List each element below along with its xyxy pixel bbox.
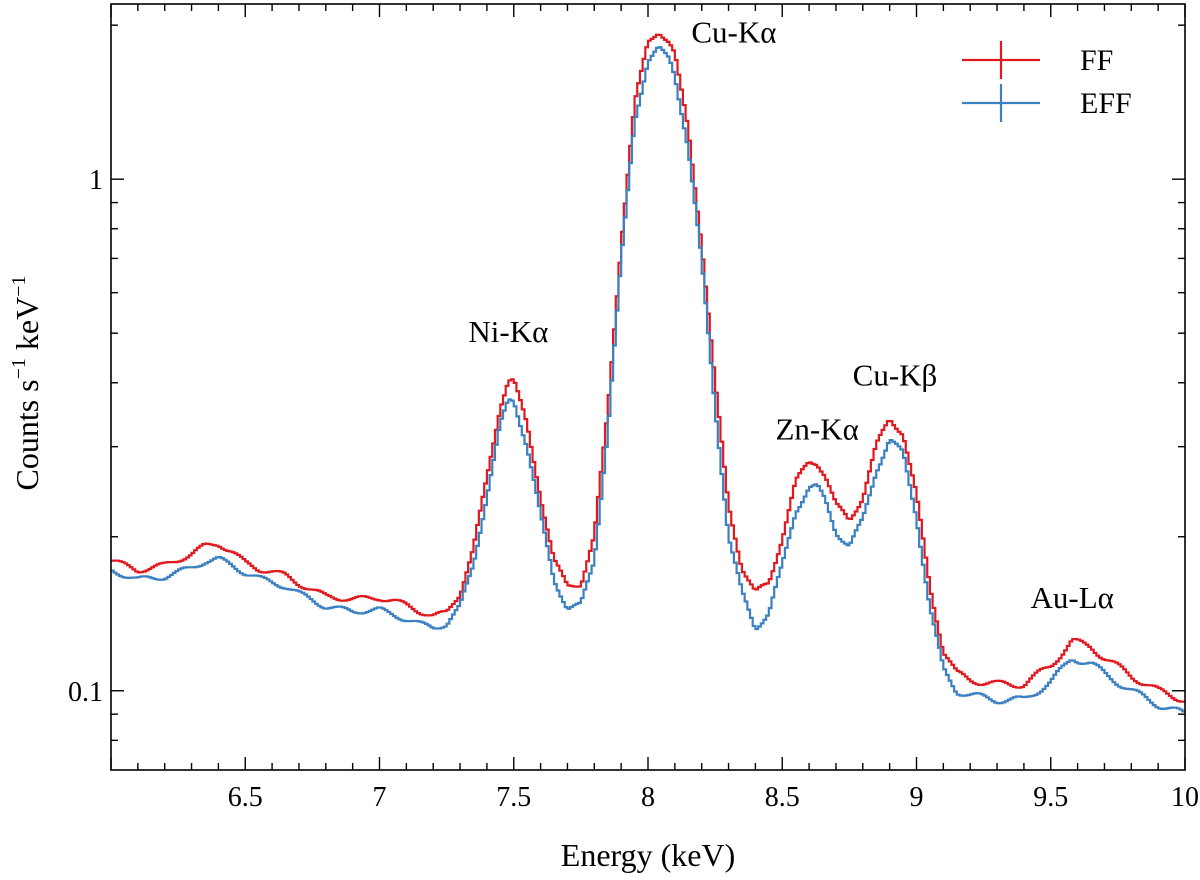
x-tick-label: 6.5: [228, 782, 263, 813]
legend-label-ff: FF: [1080, 44, 1113, 77]
x-tick-label: 8.5: [765, 782, 800, 813]
x-tick-label: 8: [641, 782, 655, 813]
legend-label-eff: EFF: [1080, 87, 1132, 120]
series-layer: [111, 33, 1185, 713]
y-axis-label-exp2: −1: [8, 275, 30, 296]
y-tick-label: 1: [89, 165, 103, 196]
x-axis-label: Energy (keV): [561, 837, 735, 873]
annotation-layer: Cu-Kα Ni-Kα Zn-Kα Cu-Kβ Au-Lα: [468, 14, 1114, 615]
x-tick-label: 9: [910, 782, 924, 813]
y-tick-label: 0.1: [68, 677, 103, 708]
series-line-eff: [111, 46, 1185, 713]
y-axis-label-mid: keV: [9, 297, 45, 358]
plot-frame: [110, 3, 1186, 771]
line-label: Au-Lα: [1031, 580, 1114, 615]
legend: FF EFF: [962, 41, 1132, 122]
line-label: Cu-Kβ: [853, 358, 938, 393]
y-axis-label-exp1: −1: [8, 358, 30, 379]
line-label: Ni-Kα: [468, 314, 548, 349]
tick-layer: 6.5 7 7.5 8 8.5 9 9.5 10 0.1 1: [68, 4, 1199, 813]
x-tick-label: 7.5: [496, 782, 531, 813]
series-line-ff: [111, 33, 1185, 703]
x-tick-label: 7: [373, 782, 387, 813]
y-axis-label-main: Counts s: [9, 379, 45, 490]
line-label: Cu-Kα: [691, 14, 776, 49]
x-tick-label: 10: [1171, 782, 1199, 813]
line-label: Zn-Kα: [775, 411, 858, 446]
x-tick-label: 9.5: [1033, 782, 1068, 813]
y-axis-label: Counts s−1 keV−1: [8, 275, 45, 490]
